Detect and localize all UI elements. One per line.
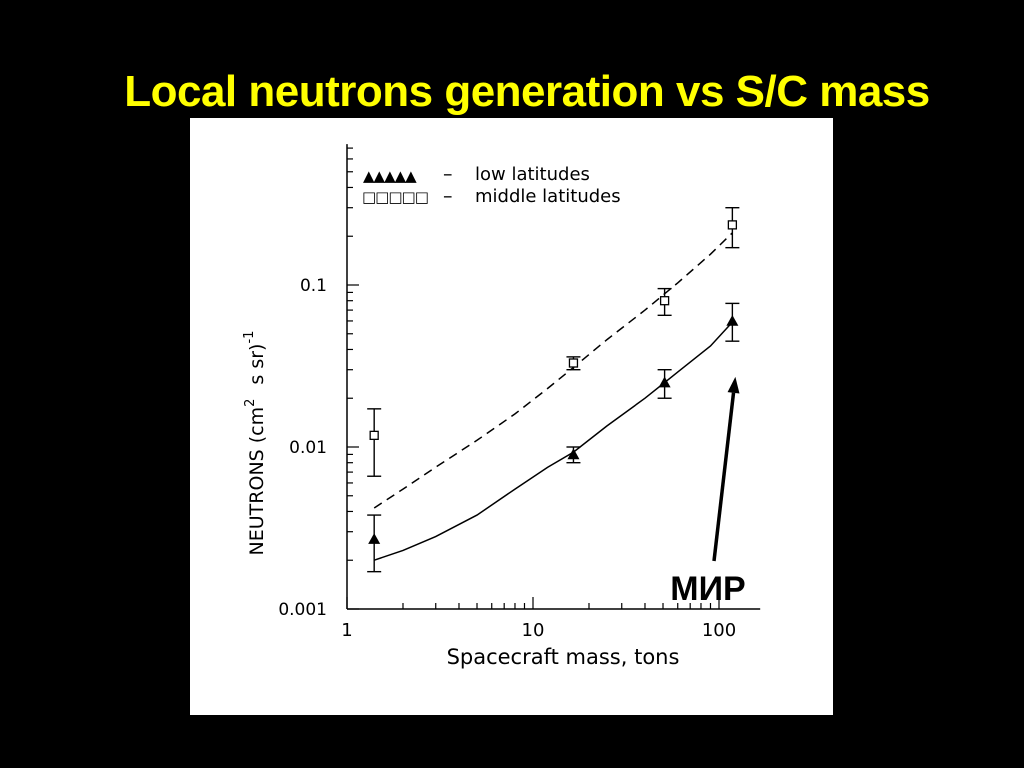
legend-dash-low: – <box>443 163 453 185</box>
y-axis-label: NEUTRONS (cm2 s sr)-1 <box>242 331 268 556</box>
neutrons-chart: 1 10 100 0.001 0.01 0.1 ▲▲▲▲▲ – low latitudes… <box>242 144 761 669</box>
x-axis-label: Spacecraft mass, tons <box>447 645 680 669</box>
chart-legend: ▲▲▲▲▲ – low latitudes □□□□□ – middle lat… <box>362 163 621 207</box>
chart-axes: 1 10 100 0.001 0.01 0.1 <box>278 144 761 641</box>
fit-curve-low <box>373 321 733 561</box>
y-tick-label: 0.1 <box>300 276 327 296</box>
data-points <box>367 207 740 573</box>
y-axis-label-exp: 2 <box>243 399 258 407</box>
point-low <box>726 314 739 326</box>
legend-dash-middle: – <box>443 185 453 207</box>
x-tick-label: 1 <box>341 620 352 641</box>
mir-label: МИР <box>670 570 745 608</box>
point-middle <box>727 220 738 230</box>
x-tick-label: 100 <box>702 620 736 641</box>
legend-symbols-middle: □□□□□ <box>362 188 428 206</box>
point-low <box>368 533 381 544</box>
point-middle <box>568 358 579 368</box>
y-tick-label: 0.001 <box>278 600 327 620</box>
mir-arrow-shaft <box>712 392 736 562</box>
y-tick-label: 0.01 <box>289 438 327 458</box>
chart-panel: 1 10 100 0.001 0.01 0.1 ▲▲▲▲▲ – low latitudes… <box>190 118 833 715</box>
legend-label-middle: middle latitudes <box>475 186 621 207</box>
point-low <box>658 376 671 388</box>
y-axis-label-exp2: -1 <box>242 331 257 344</box>
fit-curve-middle <box>373 232 733 509</box>
mir-arrow-head <box>727 376 740 394</box>
point-low <box>567 448 580 460</box>
point-middle <box>369 430 379 441</box>
x-tick-label: 10 <box>522 620 545 641</box>
legend-label-low: low latitudes <box>475 164 590 185</box>
fit-curves <box>373 232 733 561</box>
slide-title: Local neutrons generation vs S/C mass <box>124 67 930 116</box>
svg-text:NEUTRONS (cm2s sr)-1: NEUTRONS (cm2 s sr)-1 <box>242 331 268 556</box>
mir-annotation: МИР <box>670 376 746 608</box>
y-axis-label-tail: s sr) <box>246 344 268 385</box>
y-axis-label-main: NEUTRONS (cm <box>246 407 268 556</box>
point-middle <box>659 296 670 306</box>
legend-symbols-low: ▲▲▲▲▲ <box>363 167 417 185</box>
